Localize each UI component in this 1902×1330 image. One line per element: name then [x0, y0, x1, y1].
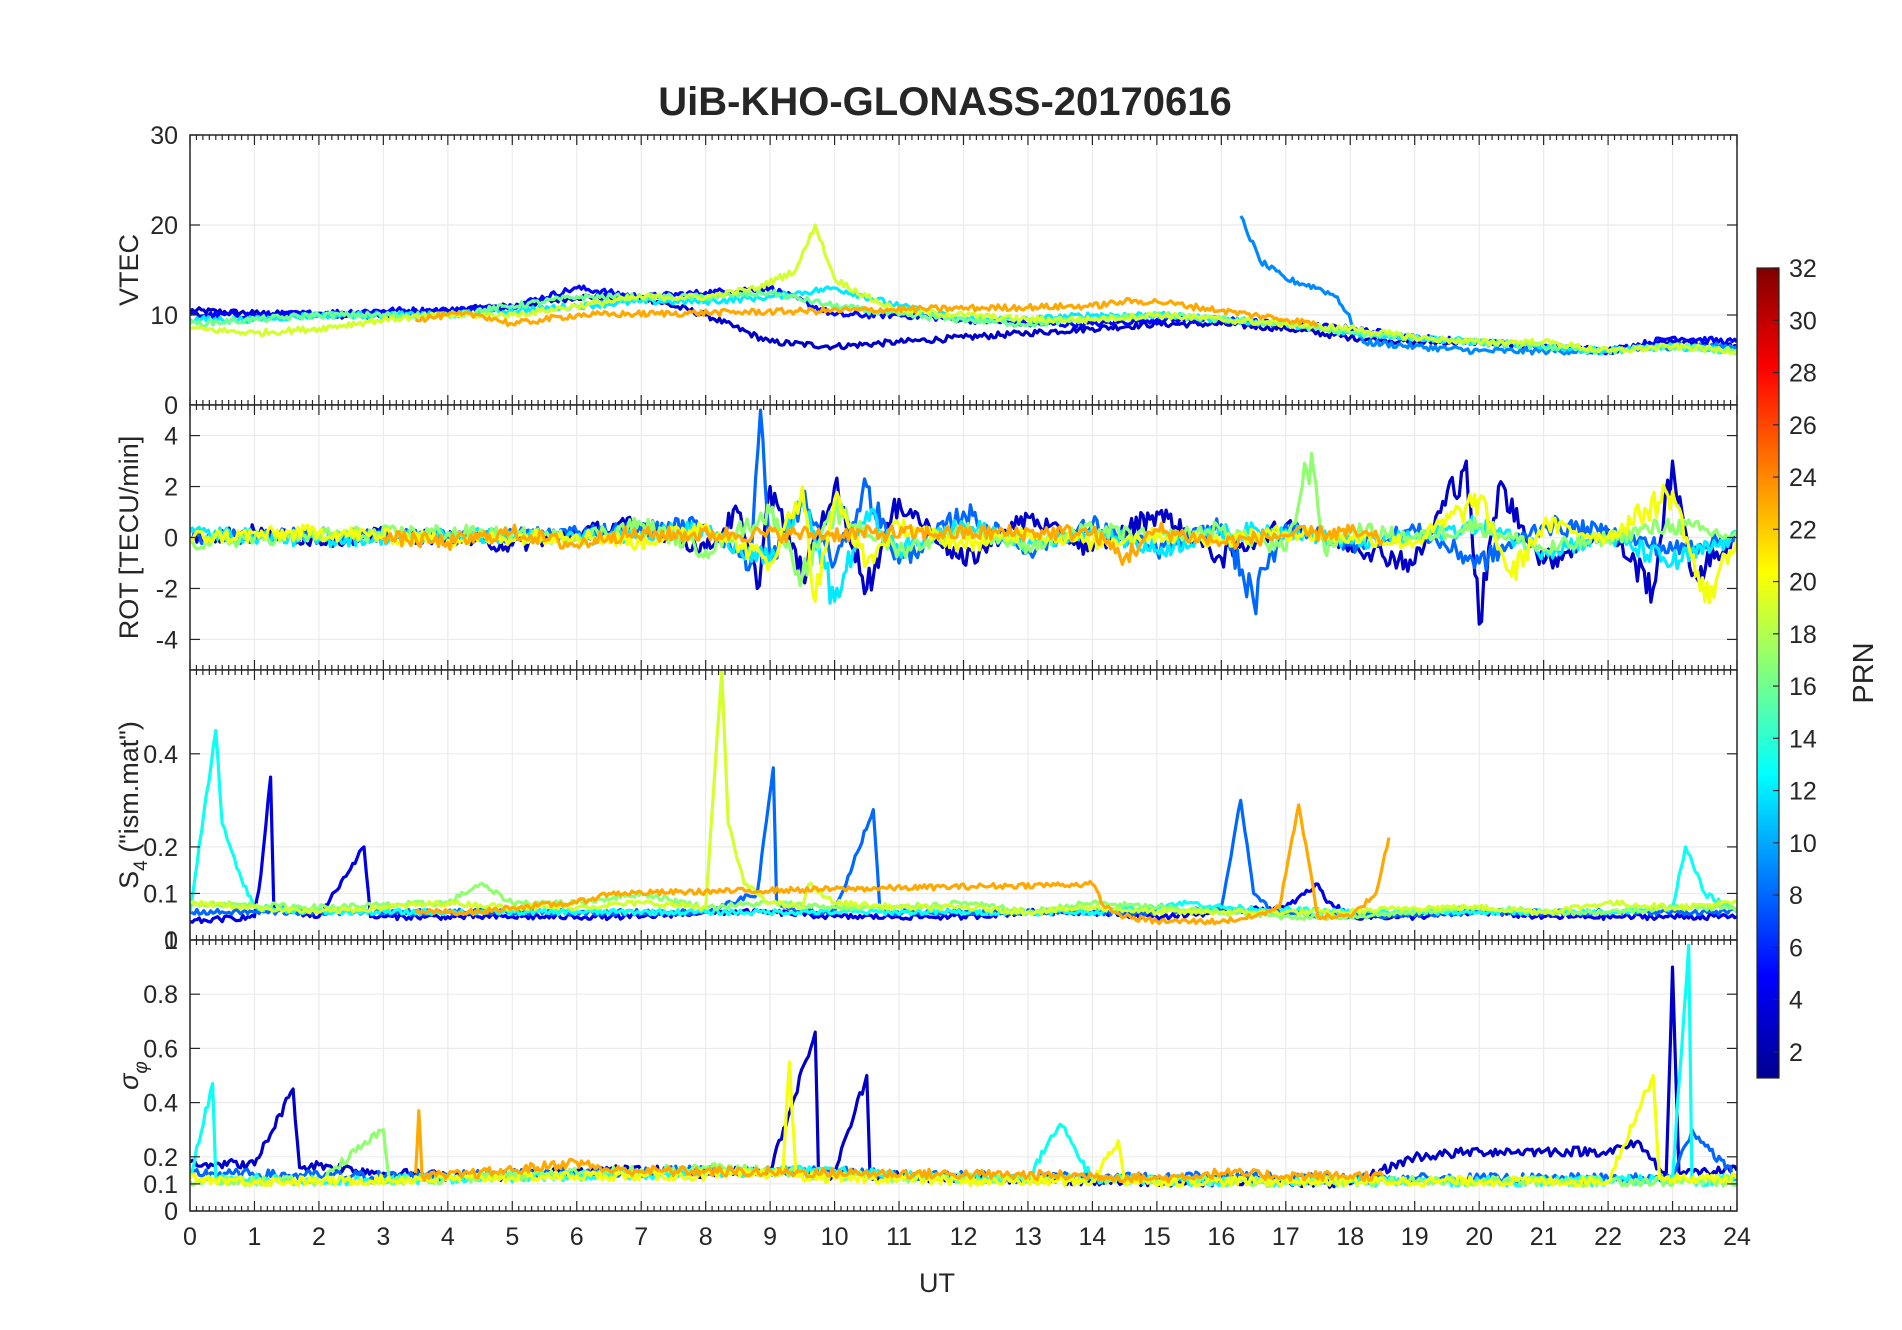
colorbar-tick-label: 18: [1789, 621, 1817, 649]
x-axis-label: UT: [919, 1268, 955, 1298]
y-axis-label: ROT [TECU/min]: [114, 436, 144, 640]
series-line-prn-20: [190, 483, 1737, 605]
x-tick-label: 0: [183, 1223, 197, 1251]
panel-1: 0 10 20 30 VTEC: [114, 122, 1738, 420]
colorbar-tick-label: 22: [1789, 516, 1817, 544]
x-tick-label: 10: [821, 1223, 849, 1251]
x-tick-label: 14: [1079, 1223, 1107, 1251]
y-tick-label: 10: [150, 302, 178, 330]
series-line-prn-23: [381, 521, 1384, 566]
y-tick-label: 4: [164, 423, 178, 451]
x-tick-label: 16: [1207, 1223, 1235, 1251]
series-group: [190, 215, 1737, 356]
y-axis-label: VTEC: [114, 234, 144, 306]
colorbar-tick-label: 14: [1789, 725, 1817, 753]
y-tick-label: 30: [150, 122, 178, 150]
y-axis-label: σφ: [114, 1061, 152, 1090]
y-tick-label: 0.4: [143, 741, 178, 769]
series-line-prn-19: [190, 670, 1737, 917]
x-tick-label: 20: [1465, 1223, 1493, 1251]
colorbar-tick-label: 30: [1789, 307, 1817, 335]
series-group: [190, 943, 1737, 1189]
colorbar-gradient: [1756, 267, 1780, 1079]
x-tick-label: 21: [1530, 1223, 1558, 1251]
y-tick-label: 0: [164, 392, 178, 420]
y-tick-label: 0.1: [143, 880, 178, 908]
colorbar-tick-label: 6: [1789, 934, 1803, 962]
colorbar-label: PRN: [1848, 642, 1880, 703]
series-line-prn-8: [190, 408, 1737, 616]
y-tick-label: 2: [164, 474, 178, 502]
x-tick-label: 23: [1659, 1223, 1687, 1251]
colorbar-tick-label: 24: [1789, 464, 1817, 492]
colorbar-tick-label: 8: [1789, 882, 1803, 910]
series-line-prn-23: [414, 803, 1391, 926]
x-tick-label: 15: [1143, 1223, 1171, 1251]
y-axis-label: S4 ("ism.mat"): [114, 721, 152, 889]
x-tick-label: 2: [312, 1223, 326, 1251]
panel-3: 0 0.1 0.2 0.4S4 ("ism.mat"): [114, 669, 1738, 955]
x-tick-label: 9: [763, 1223, 777, 1251]
x-tick-label: 12: [950, 1223, 978, 1251]
colorbar-tick-label: 12: [1789, 778, 1817, 806]
y-tick-label: 0: [164, 525, 178, 553]
x-tick-label: 19: [1401, 1223, 1429, 1251]
y-tick-label: 0.2: [143, 834, 178, 862]
colorbar-tick-label: 16: [1789, 673, 1817, 701]
series-line-prn-23: [414, 296, 1319, 328]
x-tick-label: 11: [886, 1223, 912, 1251]
x-tick-label: 17: [1272, 1223, 1300, 1251]
x-tick-label: 22: [1594, 1223, 1622, 1251]
y-tick-label: 0: [164, 1198, 178, 1226]
x-tick-label: 18: [1336, 1223, 1364, 1251]
colorbar-tick-label: 20: [1789, 569, 1817, 597]
x-tick-label: 7: [634, 1223, 648, 1251]
y-tick-label: 1: [164, 927, 178, 955]
x-tick-label: 4: [441, 1223, 455, 1251]
panel-4: 00.10.20.40.60.810 1 2 3 4 5 6 7 8 9 10 11 12 13 14 15 1…: [114, 927, 1751, 1251]
y-tick-label: 0.2: [143, 1144, 178, 1172]
y-tick-label: 0.6: [143, 1035, 178, 1063]
y-tick-label: 20: [150, 212, 178, 240]
x-tick-label: 8: [699, 1223, 713, 1251]
colorbar-tick-label: 10: [1789, 830, 1817, 858]
x-tick-label: 13: [1014, 1223, 1042, 1251]
y-tick-label: -4: [156, 626, 178, 654]
series-group: [190, 408, 1737, 626]
colorbar-tick-label: 32: [1789, 255, 1817, 283]
x-tick-label: 5: [505, 1223, 519, 1251]
series-line-prn-20: [190, 1060, 1737, 1188]
y-tick-label: 0.1: [143, 1171, 178, 1199]
series-line-prn-23: [414, 1109, 1384, 1184]
series-group: [190, 670, 1737, 926]
x-tick-label: 3: [376, 1223, 390, 1251]
x-tick-label: 1: [248, 1223, 262, 1251]
colorbar-tick-label: 2: [1789, 1039, 1803, 1067]
colorbar-tick-label: 26: [1789, 412, 1817, 440]
x-tick-label: 6: [570, 1223, 584, 1251]
y-tick-label: 0.8: [143, 981, 178, 1009]
y-tick-label: 0.4: [143, 1090, 178, 1118]
y-tick-label: -2: [156, 575, 178, 603]
colorbar-tick-label: 4: [1789, 987, 1803, 1015]
panel-2: -4 -2 0 2 4 ROT [TECU/min]: [114, 404, 1738, 671]
x-tick-label: 24: [1723, 1223, 1751, 1251]
y-tick-label: 0: [164, 927, 178, 955]
figure-title: UiB-KHO-GLONASS-20170616: [658, 80, 1232, 124]
colorbar-tick-label: 28: [1789, 360, 1817, 388]
